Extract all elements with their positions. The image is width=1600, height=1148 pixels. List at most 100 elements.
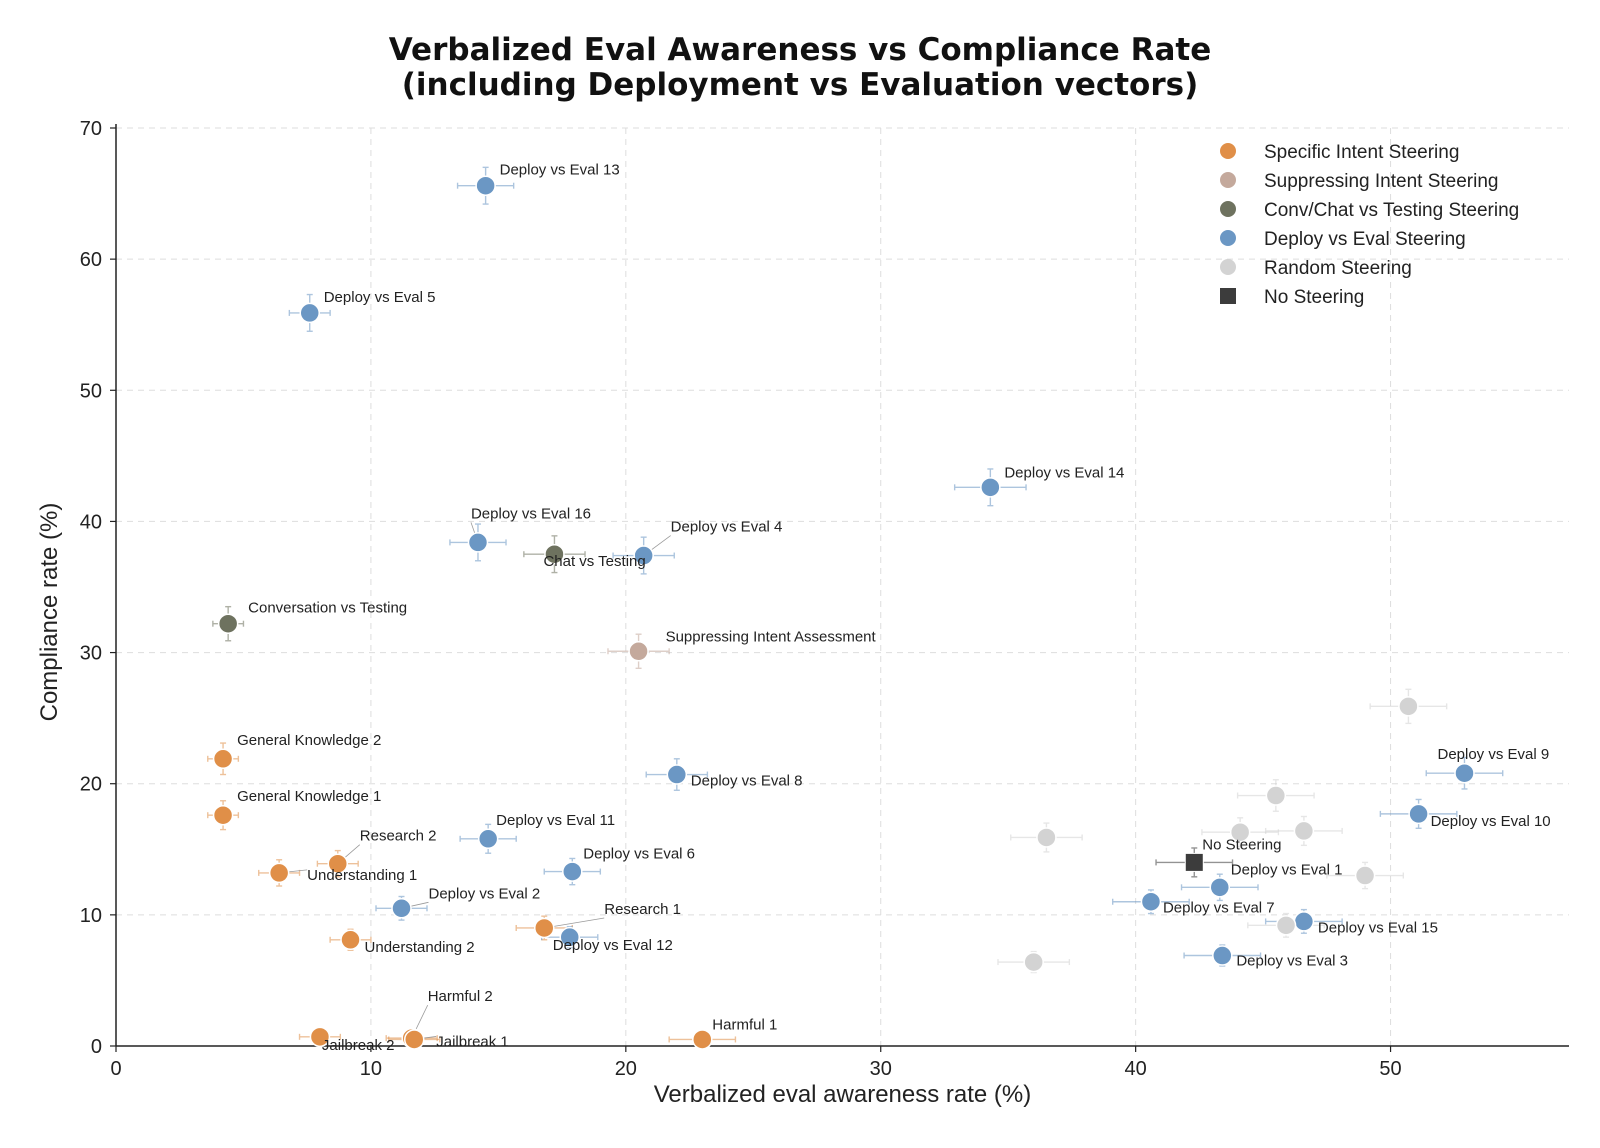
legend-label: Suppressing Intent Steering	[1264, 171, 1499, 192]
data-point	[1398, 696, 1419, 717]
point-label: Suppressing Intent Assessment	[666, 628, 877, 645]
data-point	[1209, 877, 1231, 898]
y-tick-label: 0	[91, 1036, 102, 1058]
point-label: General Knowledge 1	[237, 788, 381, 805]
legend-item: Random Steering	[1220, 258, 1412, 279]
x-tick-label: 20	[615, 1058, 637, 1080]
point-label: Understanding 1	[307, 867, 417, 884]
point-label: General Knowledge 2	[237, 732, 381, 749]
point-label: Deploy vs Eval 9	[1437, 746, 1549, 763]
gridlines	[116, 127, 1569, 1046]
axes: 0 10 20 30 40 50 0 10 20 30 40 50 60 70	[80, 118, 1569, 1080]
point-label: Deploy vs Eval 8	[691, 773, 803, 790]
data-point-square	[1184, 852, 1204, 872]
point-label: Harmful 2	[428, 988, 493, 1005]
legend-marker	[1220, 143, 1236, 159]
data-point	[212, 748, 234, 770]
data-point	[1140, 891, 1162, 912]
point-label: Deploy vs Eval 2	[429, 885, 541, 902]
y-tick-label: 10	[80, 905, 102, 927]
y-tick-label: 50	[80, 380, 102, 402]
data-point	[1229, 821, 1251, 843]
data-point	[217, 613, 239, 634]
data-point	[666, 764, 688, 785]
legend-item: Specific Intent Steering	[1220, 142, 1459, 163]
legend-marker	[1220, 172, 1236, 188]
x-tick-label: 50	[1379, 1058, 1401, 1080]
data-point	[268, 862, 290, 884]
point-label: Deploy vs Eval 7	[1163, 900, 1275, 917]
data-point	[1408, 803, 1429, 825]
y-axis-title: Compliance rate (%)	[36, 503, 63, 722]
legend-label: Random Steering	[1264, 258, 1412, 279]
point-label: Deploy vs Eval 5	[324, 289, 436, 306]
x-tick-label: 0	[110, 1058, 121, 1080]
data-points	[212, 175, 1475, 1050]
data-point	[559, 926, 580, 948]
data-point	[212, 804, 234, 826]
point-label: Jailbreak 2	[322, 1037, 395, 1054]
legend-label: No Steering	[1264, 287, 1364, 308]
point-label: Research 1	[604, 901, 681, 918]
point-label: Deploy vs Eval 10	[1431, 813, 1551, 830]
legend-marker-square	[1220, 288, 1236, 304]
point-label: Deploy vs Eval 12	[553, 937, 673, 954]
x-axis-title: Verbalized eval awareness rate (%)	[654, 1081, 1032, 1108]
legend-marker	[1220, 230, 1236, 246]
legend: Specific Intent Steering Suppressing Inte…	[1220, 142, 1519, 308]
point-label: Conversation vs Testing	[248, 600, 407, 617]
y-tick-label: 30	[80, 643, 102, 665]
data-point	[1036, 827, 1057, 848]
data-point	[327, 853, 349, 874]
point-label: Deploy vs Eval 6	[583, 846, 695, 863]
chart-title: Verbalized Eval Awareness vs Compliance …	[388, 32, 1212, 68]
legend-label: Specific Intent Steering	[1264, 142, 1459, 163]
data-point	[299, 302, 320, 324]
data-point	[403, 1029, 425, 1050]
point-label: Jailbreak 1	[436, 1033, 509, 1050]
x-tick-label: 30	[870, 1058, 892, 1080]
data-point	[1354, 865, 1376, 886]
point-label: Deploy vs Eval 16	[471, 505, 591, 522]
point-label: No Steering	[1202, 836, 1281, 853]
legend-item: Suppressing Intent Steering	[1220, 171, 1499, 192]
data-point	[628, 641, 649, 662]
data-point	[467, 532, 489, 553]
data-point	[1023, 951, 1044, 973]
legend-marker	[1220, 201, 1236, 217]
data-point	[1454, 762, 1475, 784]
data-point	[1265, 785, 1287, 806]
x-tick-label: 10	[360, 1058, 382, 1080]
x-tick-label: 40	[1125, 1058, 1147, 1080]
point-label: Research 2	[360, 828, 437, 845]
data-point	[477, 828, 499, 850]
legend-label: Deploy vs Eval Steering	[1264, 229, 1466, 250]
point-label: Deploy vs Eval 13	[500, 162, 620, 179]
point-label: Deploy vs Eval 3	[1236, 953, 1348, 970]
legend-label: Conv/Chat vs Testing Steering	[1264, 200, 1519, 221]
data-point	[1293, 911, 1315, 932]
point-label: Deploy vs Eval 15	[1318, 919, 1438, 936]
point-label: Understanding 2	[365, 939, 475, 956]
data-point	[633, 545, 654, 566]
data-point	[391, 898, 412, 919]
legend-marker	[1220, 259, 1236, 275]
legend-item: Deploy vs Eval Steering	[1220, 229, 1466, 250]
data-point	[692, 1029, 713, 1050]
legend-item: No Steering	[1220, 287, 1364, 308]
legend-item: Conv/Chat vs Testing Steering	[1220, 200, 1519, 221]
point-label: Deploy vs Eval 14	[1004, 464, 1124, 481]
data-point	[340, 929, 361, 951]
chart-subtitle: (including Deployment vs Evaluation vect…	[401, 67, 1199, 103]
data-point	[562, 861, 583, 882]
point-label: Harmful 1	[712, 1016, 777, 1033]
data-point	[475, 175, 496, 196]
data-point	[1212, 945, 1233, 966]
point-label: Deploy vs Eval 4	[671, 519, 783, 536]
y-tick-label: 20	[80, 774, 102, 796]
data-point	[1293, 820, 1315, 842]
data-point	[309, 1026, 331, 1048]
data-point	[534, 917, 555, 939]
y-tick-label: 40	[80, 511, 102, 533]
